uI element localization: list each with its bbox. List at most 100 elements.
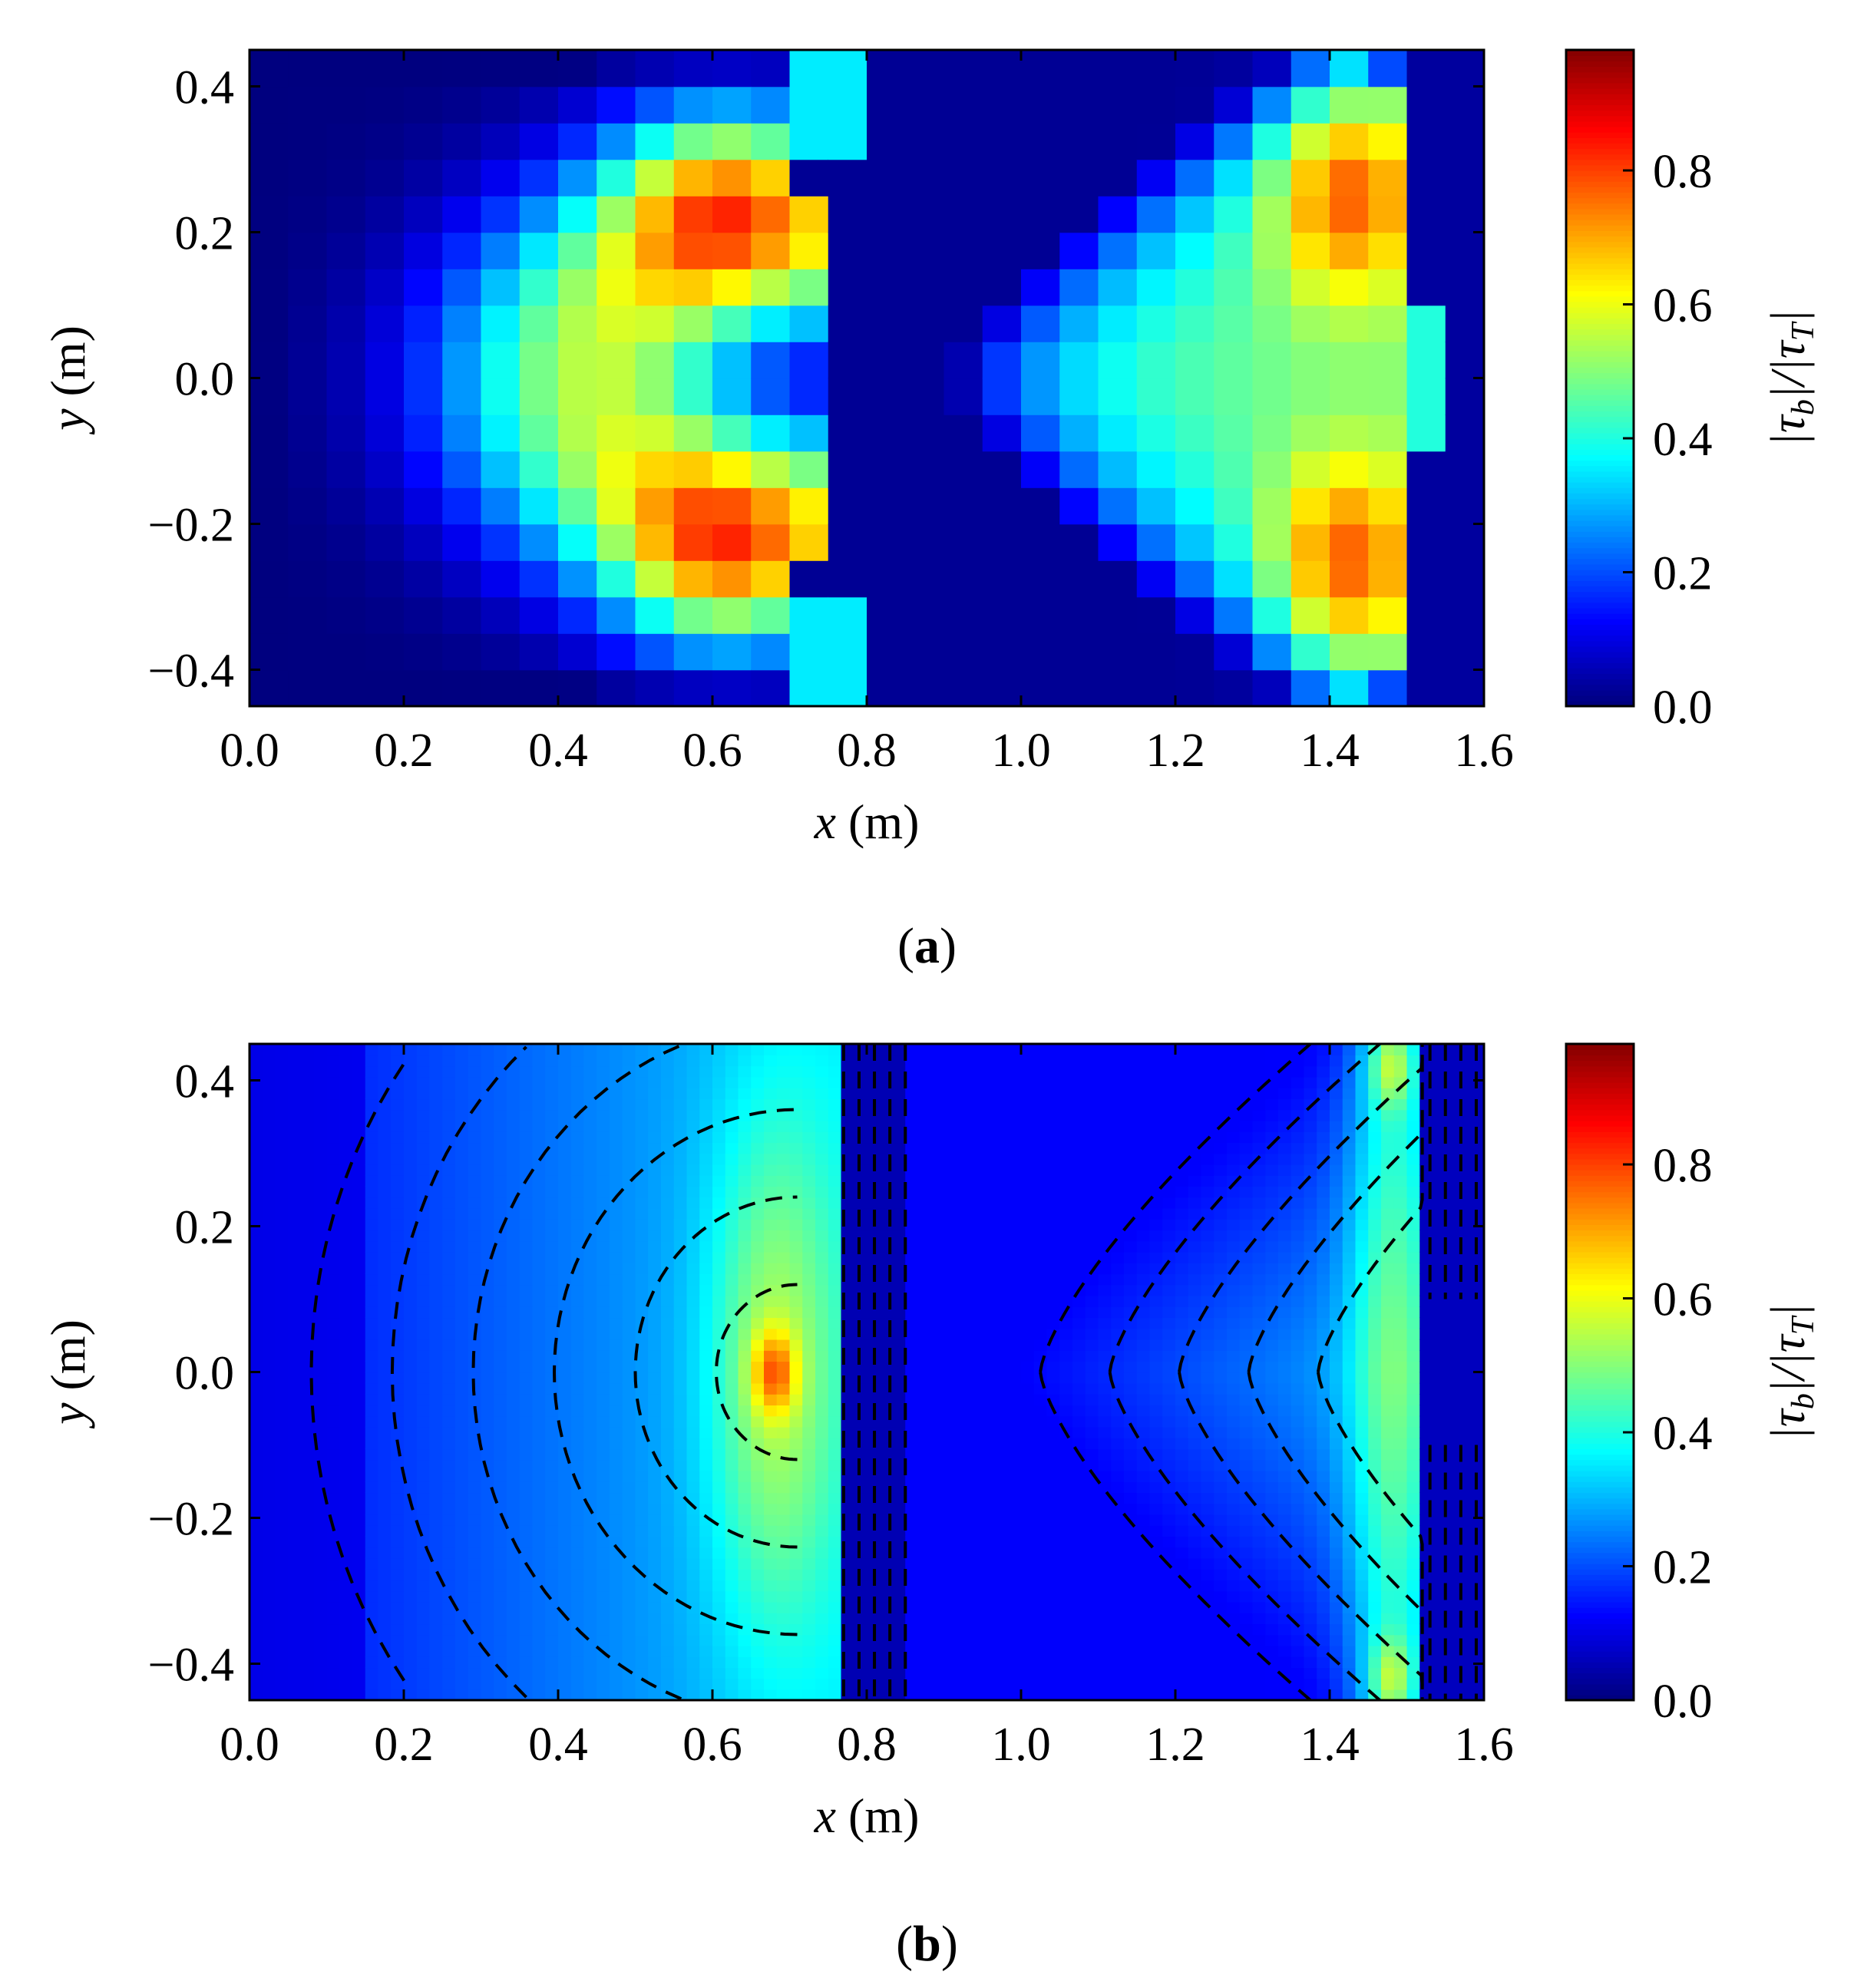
- heatmap-cell: [1136, 1623, 1151, 1636]
- heatmap-cell: [1175, 414, 1215, 452]
- heatmap-cell: [494, 1372, 507, 1384]
- heatmap-cell: [416, 1394, 431, 1406]
- heatmap-cell: [262, 1284, 276, 1296]
- heatmap-cell: [828, 232, 868, 269]
- heatmap-cell: [468, 1219, 482, 1231]
- heatmap-cell: [275, 1557, 289, 1570]
- heatmap-cell: [944, 196, 983, 233]
- heatmap-cell: [610, 1415, 623, 1428]
- heatmap-cell: [352, 1481, 366, 1494]
- heatmap-cell: [288, 1547, 302, 1559]
- heatmap-cell: [442, 50, 482, 88]
- heatmap-cell: [545, 1207, 559, 1220]
- heatmap-cell: [905, 1131, 919, 1144]
- heatmap-cell: [519, 451, 559, 488]
- heatmap-cell: [583, 1076, 598, 1088]
- heatmap-cell: [815, 1120, 829, 1132]
- heatmap-cell: [661, 1689, 675, 1701]
- heatmap-cell: [725, 1284, 739, 1296]
- heatmap-cell: [970, 1186, 983, 1198]
- heatmap-cell: [545, 1175, 559, 1187]
- heatmap-cell: [326, 1186, 341, 1198]
- heatmap-cell: [250, 596, 289, 634]
- heatmap-cell: [301, 1273, 315, 1286]
- heatmap-cell: [1085, 1580, 1099, 1592]
- heatmap-cell: [1098, 1109, 1112, 1121]
- heatmap-cell: [1059, 633, 1099, 671]
- heatmap-cell: [339, 1623, 353, 1636]
- heatmap-cell: [622, 1656, 636, 1669]
- heatmap-cell: [699, 1415, 713, 1428]
- heatmap-cell: [442, 232, 482, 269]
- colorbar-step: [1566, 121, 1634, 127]
- heatmap-cell: [957, 1350, 970, 1362]
- heatmap-cell: [288, 1076, 302, 1088]
- heatmap-cell: [686, 1623, 701, 1636]
- heatmap-cell: [507, 1284, 521, 1296]
- colorbar-step: [1566, 312, 1634, 319]
- heatmap-cell: [982, 414, 1022, 452]
- heatmap-cell: [1021, 196, 1061, 233]
- heatmap-cell: [892, 1284, 907, 1296]
- heatmap-cell: [930, 1088, 945, 1100]
- heatmap-cell: [1149, 1317, 1164, 1329]
- heatmap-cell: [288, 159, 328, 196]
- heatmap-cell: [635, 1613, 649, 1625]
- heatmap-cell: [442, 1350, 456, 1362]
- heatmap-cell: [404, 1656, 418, 1669]
- heatmap-cell: [326, 1448, 341, 1461]
- heatmap-cell: [982, 1656, 996, 1669]
- heatmap-cell: [442, 451, 482, 488]
- heatmap-cell: [802, 1557, 816, 1570]
- heatmap-cell: [597, 1044, 610, 1056]
- heatmap-cell: [507, 1076, 521, 1088]
- heatmap-cell: [1291, 523, 1330, 561]
- heatmap-cell: [1072, 1492, 1086, 1504]
- heatmap-cell: [365, 196, 405, 233]
- heatmap-cell: [789, 1219, 804, 1231]
- heatmap-cell: [712, 560, 752, 598]
- heatmap-cell: [892, 1098, 907, 1111]
- heatmap-cell: [455, 1394, 469, 1406]
- heatmap-cell: [1111, 1678, 1125, 1690]
- heatmap-cell: [699, 1153, 713, 1165]
- heatmap-cell: [507, 1164, 521, 1176]
- heatmap-cell: [570, 1044, 585, 1056]
- heatmap-cell: [673, 1382, 688, 1395]
- heatmap-cell: [892, 1328, 907, 1340]
- heatmap-cell: [519, 633, 559, 671]
- heatmap-cell: [905, 1251, 919, 1263]
- heatmap-cell: [802, 1634, 816, 1646]
- heatmap-cell: [404, 196, 444, 233]
- heatmap-cell: [686, 1120, 701, 1132]
- heatmap-cell: [610, 1601, 623, 1613]
- heatmap-cell: [622, 1536, 636, 1548]
- heatmap-cell: [610, 1175, 623, 1187]
- heatmap-cell: [1021, 1219, 1035, 1231]
- heatmap-cell: [802, 1656, 816, 1669]
- heatmap-cell: [1098, 50, 1138, 88]
- heatmap-cell: [1021, 1415, 1035, 1428]
- heatmap-cell: [429, 1372, 444, 1384]
- heatmap-cell: [532, 1382, 547, 1395]
- heatmap-cell: [455, 1590, 469, 1603]
- heatmap-cell: [789, 1492, 804, 1504]
- heatmap-cell: [468, 1601, 482, 1613]
- heatmap-cell: [597, 1131, 610, 1144]
- heatmap-cell: [1098, 1088, 1112, 1100]
- heatmap-cell: [288, 1044, 302, 1056]
- heatmap-cell: [301, 1339, 315, 1351]
- heatmap-cell: [1098, 1263, 1112, 1275]
- heatmap-cell: [673, 1273, 688, 1286]
- heatmap-cell: [1008, 1459, 1022, 1471]
- heatmap-cell: [352, 1689, 366, 1701]
- heatmap-cell: [352, 1525, 366, 1537]
- heatmap-cell: [507, 1328, 521, 1340]
- heatmap-cell: [712, 196, 752, 233]
- heatmap-cell: [764, 1580, 778, 1592]
- heatmap-cell: [815, 1088, 829, 1100]
- heatmap-cell: [738, 1240, 752, 1253]
- heatmap-cell: [494, 1569, 507, 1581]
- heatmap-cell: [1136, 1689, 1151, 1701]
- heatmap-cell: [275, 1098, 289, 1111]
